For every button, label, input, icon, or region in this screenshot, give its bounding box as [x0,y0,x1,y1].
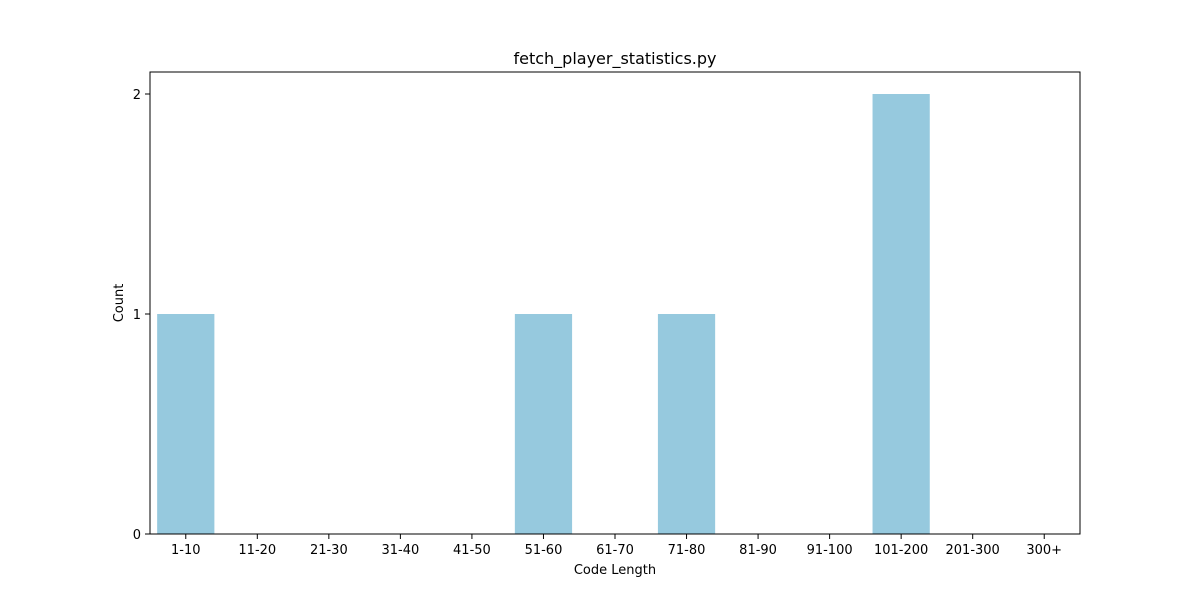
bar-51-60 [514,314,573,534]
x-tick-label: 101-200 [874,543,928,558]
x-tick-label: 1-10 [171,543,201,558]
x-tick-label: 21-30 [310,543,348,558]
x-tick-label: 81-90 [739,543,777,558]
bar-1-10 [157,314,215,534]
x-axis-ticks: 1-10 11-20 21-30 31-40 41-50 51-60 61-70 71-80 8… [171,534,1062,558]
x-tick-label: 201-300 [946,543,1000,558]
bar-71-80 [657,314,716,534]
x-tick-label: 51-60 [525,543,563,558]
x-tick-label: 61-70 [596,543,634,558]
y-tick-label: 1 [133,308,141,323]
x-tick-label: 31-40 [381,543,419,558]
x-tick-label: 300+ [1026,543,1062,558]
chart-title: fetch_player_statistics.py [513,49,716,69]
x-tick-label: 71-80 [668,543,706,558]
y-tick-label: 0 [133,528,141,543]
bars [157,94,930,534]
y-axis-title: Count [112,284,127,323]
x-axis-title: Code Length [574,563,656,578]
x-tick-label: 11-20 [238,543,276,558]
y-tick-label: 2 [133,88,141,103]
bar-101-200 [872,94,930,534]
plot-frame [149,71,1081,535]
x-tick-label: 41-50 [453,543,491,558]
y-axis-ticks: 0 1 2 [133,88,150,543]
x-tick-label: 91-100 [807,543,853,558]
